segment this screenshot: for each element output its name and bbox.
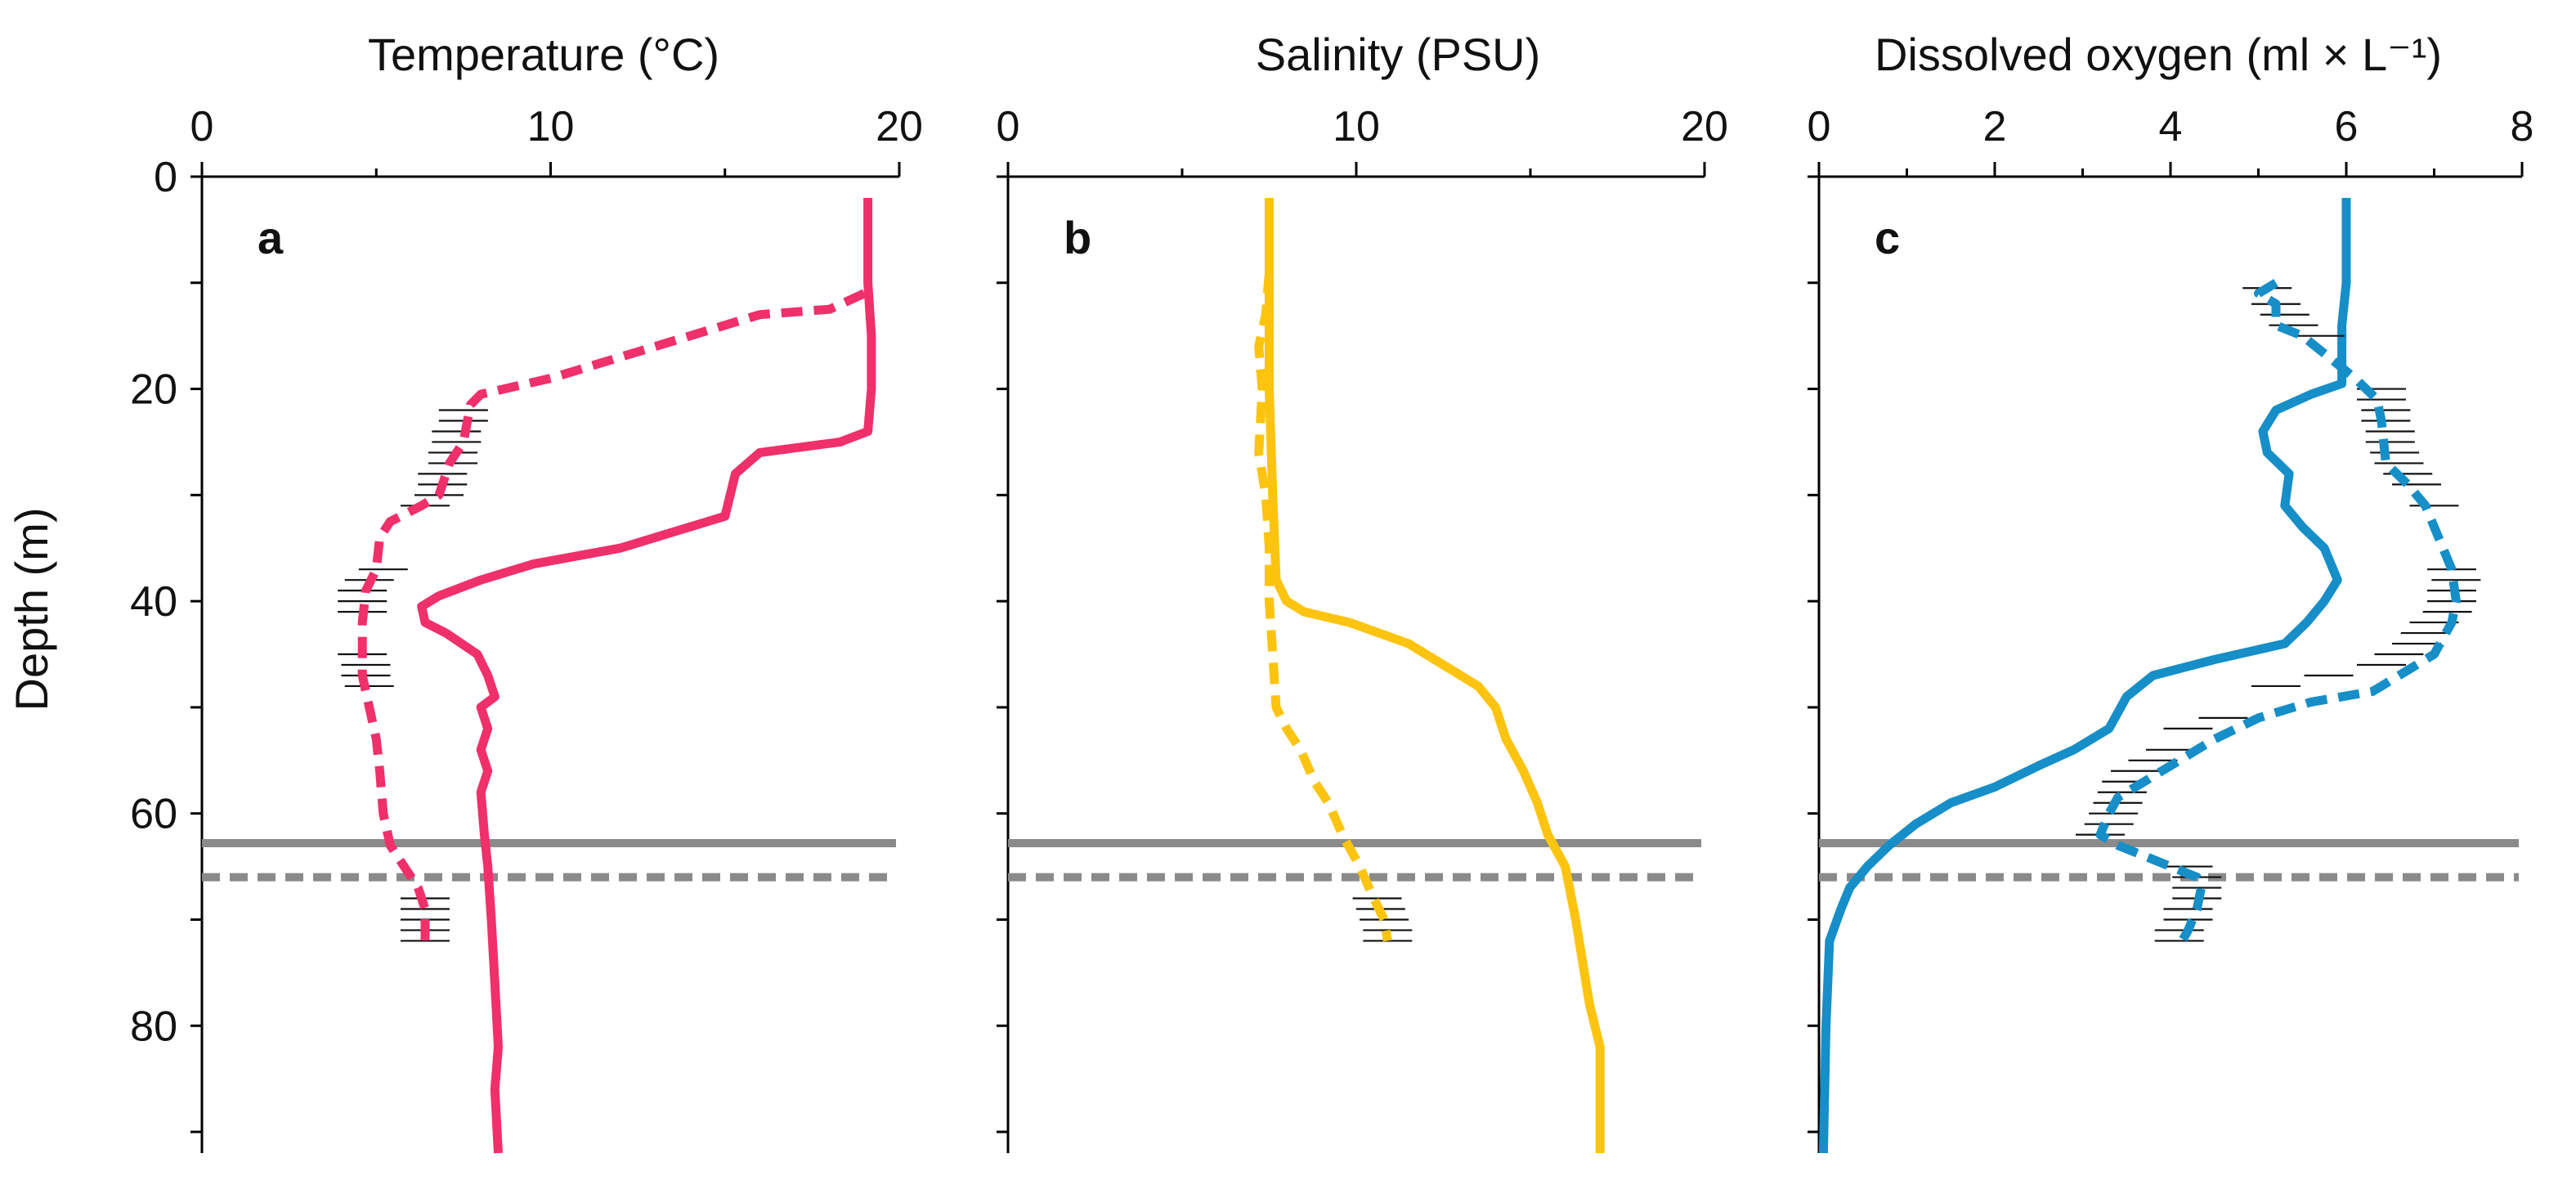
panel-b-x-tick-label: 20 — [1681, 103, 1728, 150]
panel-c-x-tick-label: 6 — [2335, 103, 2359, 150]
panel-a-x-tick-label: 10 — [527, 103, 575, 150]
panel-b-series-solid — [1265, 198, 1605, 1153]
panel-c: Dissolved oxygen (ml × L⁻¹) 0 2 4 6 8 c — [1808, 29, 2534, 1154]
panel-b-x-tick-label: 0 — [997, 103, 1020, 150]
y-tick-label: 60 — [130, 791, 177, 838]
panel-c-x-axis-title: Dissolved oxygen (ml × L⁻¹) — [1875, 29, 2442, 80]
panel-a-x-tick-label: 20 — [876, 103, 923, 150]
panel-b-series-dashed — [1254, 272, 1392, 942]
panel-a-x-tick-label: 0 — [190, 103, 214, 150]
panel-a: Temperature (°C) 0 10 20 0 20 40 60 80 a — [130, 29, 923, 1154]
panel-b: Salinity (PSU) 0 10 20 b — [997, 29, 1728, 1153]
panel-c-letter: c — [1875, 212, 1900, 263]
panel-c-x-tick-label: 2 — [1983, 103, 2007, 150]
panel-b-x-axis-title: Salinity (PSU) — [1256, 29, 1541, 80]
y-tick-label: 20 — [130, 366, 177, 414]
panel-c-series-solid — [1818, 198, 2351, 1154]
panel-a-series-dashed — [357, 289, 867, 941]
y-tick-label: 80 — [130, 1003, 177, 1050]
panel-c-series-dashed — [2095, 279, 2461, 949]
panel-c-x-tick-label: 4 — [2159, 103, 2183, 150]
panel-c-x-tick-label: 8 — [2511, 103, 2534, 150]
y-tick-label: 40 — [130, 578, 177, 626]
panel-b-x-tick-label: 10 — [1333, 103, 1380, 150]
panel-a-x-axis-title: Temperature (°C) — [368, 29, 719, 80]
panel-c-x-tick-label: 0 — [1808, 103, 1831, 150]
panel-a-series-solid — [417, 198, 876, 1154]
y-tick-label: 0 — [154, 154, 177, 201]
panel-a-letter: a — [258, 212, 284, 263]
panel-b-letter: b — [1064, 212, 1091, 263]
y-axis-title: Depth (m) — [6, 508, 57, 711]
